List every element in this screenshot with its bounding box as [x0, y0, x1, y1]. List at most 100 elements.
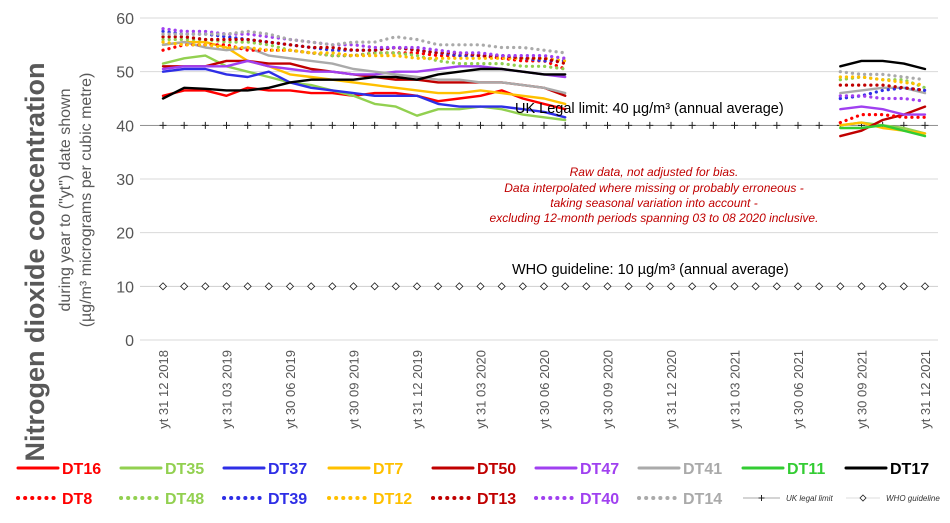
who-guideline-marker: [603, 282, 612, 291]
legend-label-dt12: DT12: [373, 491, 412, 508]
legend-label-dt7: DT7: [373, 461, 403, 478]
series-line-dt37: [161, 67, 567, 119]
series-line-dt41: [839, 86, 927, 95]
x-tick-label: yt 30 06 2020: [537, 350, 552, 429]
uk-limit-marker: [519, 121, 527, 129]
legend-label-dt13: DT13: [477, 491, 516, 508]
x-tick-label: yt 31 12 2019: [410, 350, 425, 429]
y-tick-label: 10: [116, 279, 134, 296]
legend-label-dt37: DT37: [268, 461, 307, 478]
legend-label-dt48: DT48: [165, 491, 204, 508]
who-guideline-marker: [328, 282, 337, 291]
who-guideline-marker: [878, 282, 887, 291]
uk-limit-marker: [688, 121, 696, 129]
x-tick-label: yt 31 03 2019: [220, 350, 235, 429]
uk-limit-marker: [604, 121, 611, 129]
uk-limit-marker: [371, 121, 379, 129]
uk-limit-marker: [646, 121, 654, 129]
x-tick-label: yt 30 06 2021: [791, 350, 806, 429]
x-tick-label: yt 30 09 2021: [855, 350, 870, 429]
who-guideline-marker: [518, 282, 527, 291]
x-tick-label: yt 30 09 2020: [601, 350, 616, 429]
series-line-dt47: [839, 105, 927, 116]
y-tick-label: 60: [116, 11, 134, 28]
who-guideline-marker: [751, 282, 760, 291]
legend-label-dt16: DT16: [62, 461, 101, 478]
uk-limit-marker: [413, 121, 421, 129]
who-guideline-marker: [899, 282, 908, 291]
uk-limit-marker: [540, 121, 548, 129]
legend-label-dt40: DT40: [580, 491, 619, 508]
x-tick-label: yt 31 03 2020: [474, 350, 489, 429]
note-line: Raw data, not adjusted for bias.: [570, 165, 739, 179]
y-tick-label: 30: [116, 172, 134, 189]
who-guideline-marker: [180, 282, 189, 291]
uk-limit-marker: [582, 121, 590, 129]
legend-uk-label: UK legal limit: [786, 494, 833, 503]
who-guideline-marker: [688, 282, 697, 291]
y-axis-title: Nitrogen dioxide concentration: [20, 62, 50, 461]
legend-label-dt41: DT41: [683, 461, 722, 478]
legend-who-marker: [859, 494, 867, 502]
who-guideline-marker: [222, 282, 231, 291]
note-line: Data interpolated where missing or proba…: [504, 181, 804, 195]
legend-uk-marker: [758, 495, 765, 501]
who-guideline-marker: [285, 282, 295, 291]
who-guideline-marker: [793, 282, 803, 291]
x-tick-labels: yt 31 12 2018 yt 31 03 2019 yt 30 06 2019 y…: [156, 350, 933, 429]
series-line-dt8: [838, 112, 927, 125]
legend-label-dt35: DT35: [165, 461, 204, 478]
uk-limit-marker: [477, 121, 484, 129]
x-tick-label: yt 31 12 2020: [664, 350, 679, 429]
who-guideline-marker: [201, 282, 210, 291]
uk-limit-marker: [625, 121, 633, 129]
who-guideline-marker: [349, 282, 358, 291]
who-guideline-marker: [391, 282, 400, 291]
who-guideline-marker: [709, 282, 718, 291]
y-tick-labels: 0 10 20 30 40 50 60: [116, 11, 134, 350]
series-line-dt12: [161, 40, 567, 63]
y-tick-label: 50: [116, 65, 134, 82]
who-guideline-label: WHO guideline: 10 µg/m³ (annual average): [512, 262, 789, 278]
who-guideline-marker: [857, 282, 866, 291]
who-guideline-marker: [539, 282, 549, 291]
series-line-dt50: [839, 105, 927, 138]
uk-limit-marker: [328, 121, 336, 129]
legend-label-dt39: DT39: [268, 491, 307, 508]
who-guideline-marker: [434, 282, 443, 291]
series-line-dt40: [838, 94, 927, 103]
uk-limit-marker: [350, 121, 357, 129]
series-line-dt11: [839, 124, 927, 138]
uk-limit-marker: [709, 121, 717, 129]
y-tick-label: 20: [116, 226, 134, 243]
uk-limit-marker: [752, 121, 760, 129]
who-guideline-marker: [730, 282, 739, 291]
who-guideline-marker: [455, 282, 464, 291]
who-guideline-marker: [264, 282, 273, 291]
annotation-note: Raw data, not adjusted for bias. Data in…: [490, 165, 819, 225]
uk-limit-label: UK Legal limit: 40 µg/m³ (annual average…: [515, 101, 784, 117]
legend-label-dt11: DT11: [787, 461, 825, 478]
x-tick-label: yt 31 12 2018: [156, 350, 171, 429]
x-tick-label: yt 30 09 2019: [347, 350, 362, 429]
uk-limit-marker: [286, 121, 294, 129]
uk-limit-marker: [265, 121, 273, 129]
who-guideline-marker: [624, 282, 633, 291]
x-tick-label: yt 31 12 2021: [918, 350, 933, 429]
legend-label-dt8: DT8: [62, 491, 92, 508]
series-line-dt14: [838, 70, 927, 82]
series-line-dt17: [839, 59, 927, 71]
who-guideline-marker: [370, 282, 379, 291]
reference-lines: [140, 121, 938, 291]
uk-limit-marker: [498, 121, 506, 129]
legend-who-label: WHO guideline: [886, 494, 940, 503]
who-guideline-marker: [836, 282, 845, 291]
who-guideline-marker: [476, 282, 485, 291]
who-guideline-marker: [412, 282, 422, 291]
y-axis-subtitle-1: during year to ("yt") date shown: [57, 88, 74, 311]
series-line-dt12: [838, 75, 927, 87]
who-guideline-marker: [772, 282, 781, 291]
who-guideline-marker: [815, 282, 824, 291]
